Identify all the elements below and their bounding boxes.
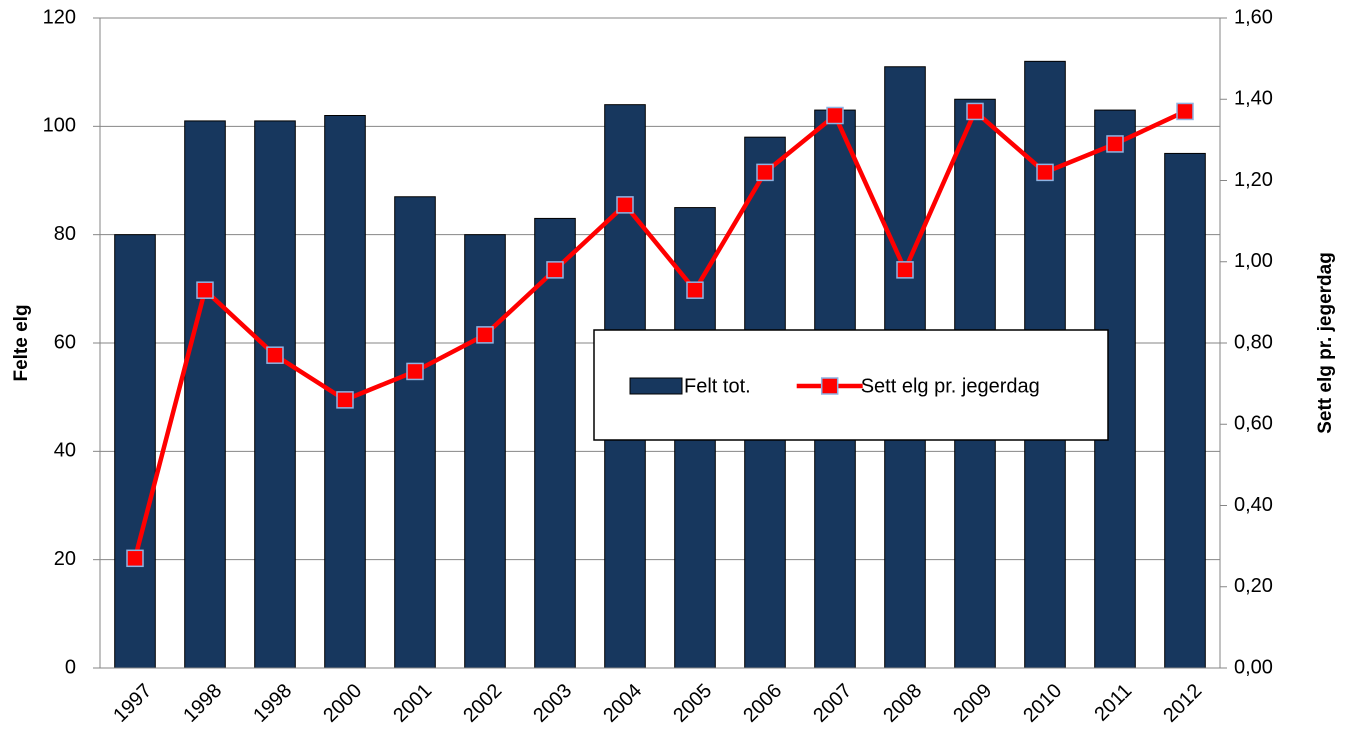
bar	[184, 120, 226, 669]
x-tick-label: 2000	[319, 680, 366, 727]
x-tick-label: 1998	[179, 680, 226, 727]
marker	[196, 281, 214, 299]
y-tick-label: 40	[54, 440, 76, 462]
marker	[686, 281, 704, 299]
legend-label: Felt tot.	[684, 375, 751, 397]
marker	[756, 163, 774, 182]
y2-tick-label: 0,60	[1234, 413, 1273, 435]
y2-tick-label: 1,00	[1234, 250, 1273, 272]
legend-label: Sett elg pr. jegerdag	[861, 375, 1040, 397]
line	[132, 109, 1186, 559]
y2-tick-label: 1,40	[1234, 88, 1273, 110]
y2-tick-label: 0,00	[1234, 656, 1273, 678]
marker	[826, 106, 844, 125]
y-tick-label: 0	[65, 656, 76, 678]
y2-tick-label: 0,40	[1234, 494, 1273, 516]
marker	[476, 326, 494, 344]
bar	[534, 217, 576, 669]
y-tick-label: 100	[43, 115, 76, 137]
bar	[114, 234, 156, 669]
marker	[126, 549, 144, 568]
legend: Felt tot. Sett elg pr. jegerdag	[593, 329, 1109, 441]
x-tick-label: 2002	[459, 680, 506, 727]
x-tick-label: 2008	[879, 680, 926, 727]
y2-tick-label: 0,80	[1234, 331, 1273, 353]
y-tick-label: 20	[54, 548, 76, 570]
y2-axis-title: Sett elg pr. jegerdag	[1315, 252, 1336, 434]
marker	[1176, 102, 1194, 121]
marker	[406, 362, 424, 381]
x-tick-label: 2003	[529, 680, 576, 727]
marker	[266, 346, 284, 364]
y-tick-label: 120	[43, 6, 76, 28]
bar	[1164, 152, 1206, 669]
marker	[616, 196, 634, 214]
marker	[336, 391, 354, 409]
x-tick-label: 1998	[249, 680, 296, 727]
marker	[1106, 135, 1124, 153]
marker	[546, 261, 564, 279]
x-tick-label: 2009	[949, 680, 996, 727]
y-tick-label: 80	[54, 223, 76, 245]
marker	[896, 261, 914, 279]
y2-tick-label: 0,20	[1234, 575, 1273, 597]
bar	[254, 120, 296, 669]
bar	[464, 234, 506, 669]
bar	[394, 196, 436, 669]
x-tick-label: 2007	[809, 680, 856, 727]
x-tick-label: 2011	[1090, 680, 1136, 726]
x-tick-label: 2010	[1019, 680, 1066, 727]
marker	[1036, 163, 1054, 182]
x-tick-label: 2005	[669, 680, 716, 727]
x-tick-label: 1997	[109, 680, 156, 727]
legend-swatch	[629, 377, 683, 395]
legend-marker	[820, 377, 839, 395]
x-tick-label: 2001	[389, 680, 436, 727]
y-tick-label: 60	[54, 331, 76, 353]
y-axis-title: Felte elg	[11, 304, 32, 381]
x-tick-label: 2006	[739, 680, 786, 727]
x-tick-label: 2012	[1159, 680, 1206, 727]
marker	[966, 102, 984, 121]
x-tick-label: 2004	[599, 680, 646, 727]
y2-tick-label: 1,20	[1234, 169, 1273, 191]
y2-tick-label: 1,60	[1234, 6, 1273, 28]
